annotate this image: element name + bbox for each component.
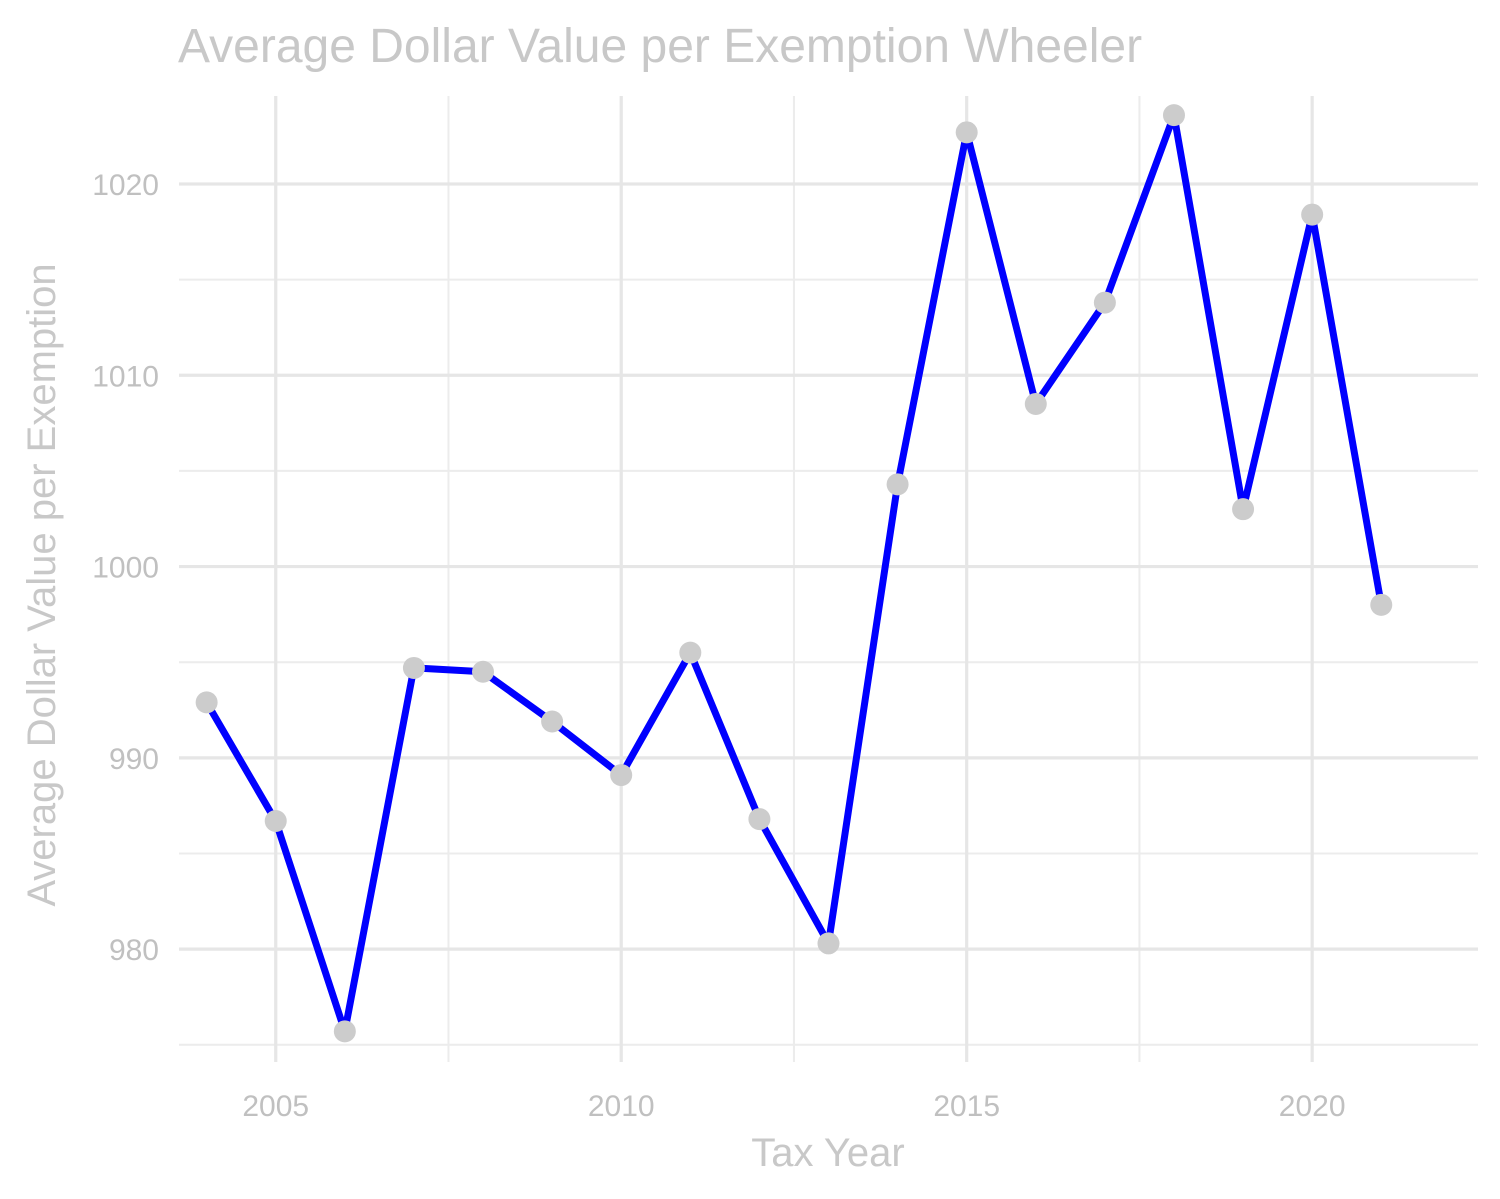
data-point [1232,498,1255,521]
data-point [1162,104,1185,127]
y-tick-label: 1020 [92,169,159,202]
x-tick-label: 2020 [1279,1090,1346,1123]
y-tick-label: 1000 [92,552,159,585]
data-point [610,764,633,787]
x-tick-label: 2010 [588,1090,655,1123]
data-points [195,104,1393,1043]
y-tick-label: 1010 [92,360,159,393]
data-series [203,111,1385,1035]
data-point [1301,203,1324,226]
data-point [195,691,218,714]
data-point [1093,291,1116,314]
data-point [541,710,564,733]
y-tick-label: 990 [109,743,159,776]
x-tick-label: 2015 [933,1090,1000,1123]
y-axis-title: Average Dollar Value per Exemption [20,263,64,906]
x-axis-tick-labels: 2005 2010 2015 2020 [242,1090,1345,1123]
data-point [817,932,840,955]
x-axis-title: Tax Year [751,1131,904,1175]
data-point [955,121,978,144]
x-tick-label: 2005 [242,1090,309,1123]
data-point [1370,593,1393,616]
series-line [203,111,1385,1035]
data-point [402,656,425,679]
data-point [886,473,909,496]
y-axis-tick-labels: 980 990 1000 1010 1020 [92,169,159,967]
data-point [472,660,495,683]
chart-title: Average Dollar Value per Exemption Wheel… [178,20,1142,73]
y-tick-label: 980 [109,934,159,967]
data-point [1024,392,1047,415]
major-gridlines [179,96,1478,1062]
minor-gridlines [179,96,1478,1062]
data-point [748,808,771,831]
data-point [264,809,287,832]
data-point [679,641,702,664]
data-point [333,1020,356,1043]
